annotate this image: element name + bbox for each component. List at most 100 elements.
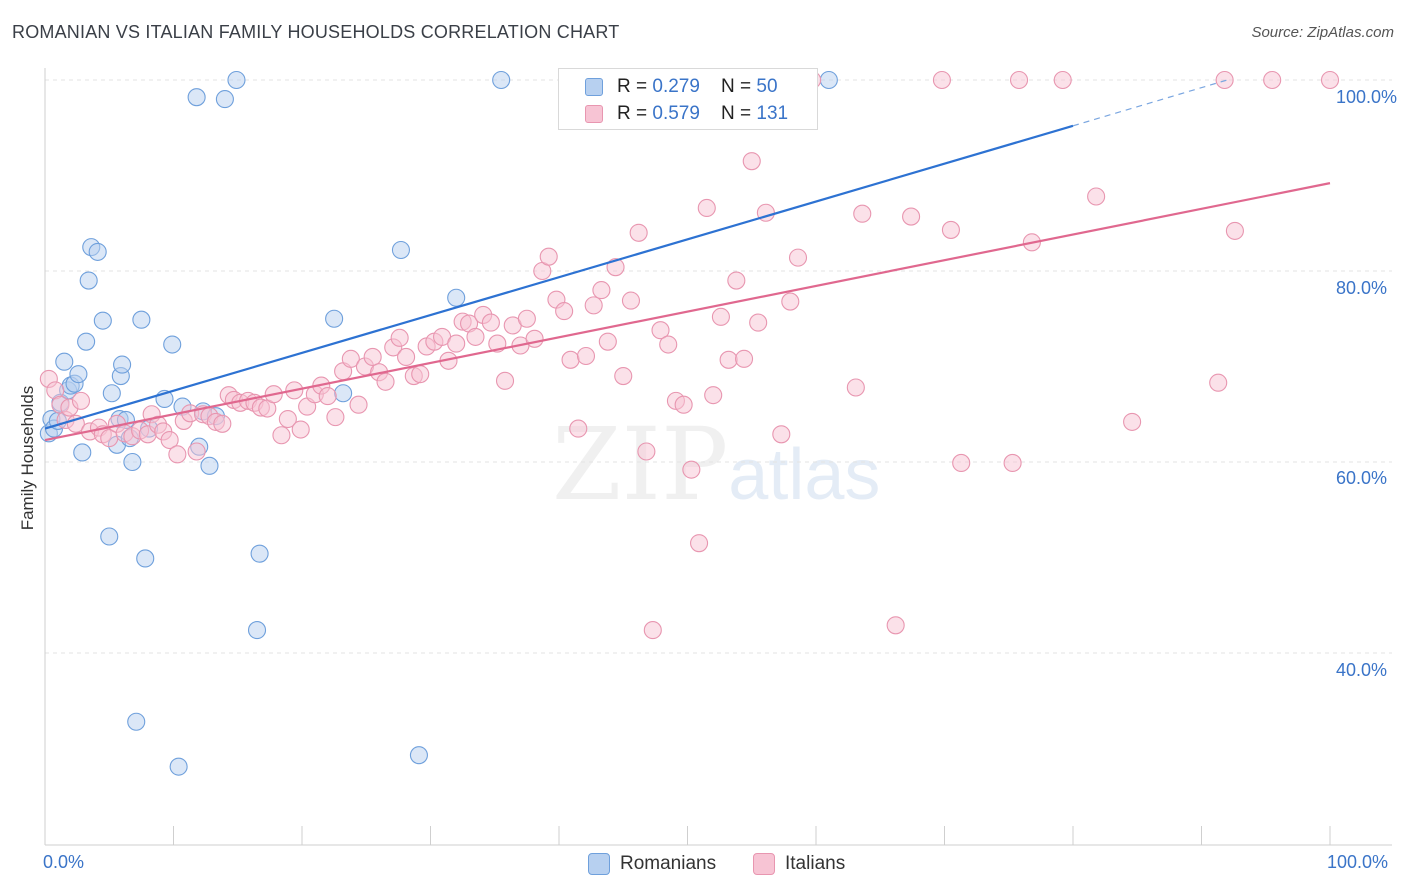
italian-point	[704, 386, 723, 405]
italian-point	[1209, 373, 1228, 392]
italian-point	[1215, 70, 1234, 90]
italian-point	[637, 442, 656, 461]
italian-point	[466, 327, 485, 346]
r-label: R =	[617, 76, 653, 97]
italian-point	[318, 387, 337, 406]
x-tick-label-min: 0.0%	[43, 852, 85, 872]
italian-point	[952, 453, 971, 473]
italian-point	[734, 349, 754, 368]
italian-point	[569, 419, 588, 438]
italian-point	[772, 425, 791, 444]
italian-point	[397, 347, 416, 367]
italian-point	[592, 281, 611, 300]
italian-point	[1263, 70, 1282, 90]
italian-point	[719, 350, 738, 369]
italian-point	[788, 248, 808, 267]
romanian-point	[247, 621, 267, 640]
italian-point	[1009, 70, 1029, 90]
grid-lines	[45, 79, 1392, 654]
correlation-legend: R = 0.279 N = 50 R = 0.579 N = 131	[558, 68, 818, 130]
italian-point	[629, 223, 648, 242]
romanian-point	[187, 88, 206, 107]
italian-point	[598, 332, 617, 351]
romanian-point	[73, 443, 92, 462]
italian-point	[213, 414, 232, 433]
romanian-point	[334, 384, 353, 403]
italian-point	[853, 204, 872, 223]
n-value: 131	[756, 103, 789, 124]
italians-legend-label: Italians	[785, 853, 846, 874]
italian-point	[495, 371, 515, 390]
italian-point	[326, 408, 345, 427]
y-tick-label-100: 100.0%	[1336, 87, 1398, 107]
romanian-point	[447, 288, 466, 307]
romanian-point	[77, 332, 96, 351]
italian-point	[411, 365, 430, 384]
italian-point	[711, 307, 730, 326]
trend-lines	[44, 79, 1331, 442]
italian-point	[1225, 221, 1244, 240]
r-label: R =	[617, 103, 653, 124]
italian-point	[1053, 70, 1072, 90]
italian-point	[187, 442, 206, 461]
italian-point	[643, 621, 662, 640]
romanian-point	[123, 452, 142, 472]
italian-point	[902, 207, 921, 226]
italians-points	[39, 70, 1340, 640]
zipatlas-watermark: ZIPatlas	[552, 406, 881, 523]
italian-point	[1123, 412, 1142, 431]
italian-point	[584, 296, 603, 315]
italian-point	[1320, 70, 1340, 90]
romanians-trend-line	[44, 124, 1074, 430]
italian-point	[651, 321, 670, 340]
italian-point	[561, 350, 580, 369]
italian-point	[71, 391, 91, 410]
italian-point	[363, 347, 382, 367]
romanian-point	[819, 70, 838, 90]
romanian-point	[100, 527, 119, 546]
italian-point	[447, 334, 466, 353]
italian-point	[525, 329, 544, 348]
axes	[44, 68, 1392, 846]
romanian-point	[113, 355, 132, 374]
romanian-point	[169, 757, 188, 776]
y-tick-label-40: 40.0%	[1336, 660, 1388, 680]
romanian-point	[55, 352, 74, 371]
italian-point	[576, 346, 596, 366]
n-label: N =	[721, 103, 757, 124]
italian-point	[341, 349, 360, 368]
romanian-point	[215, 90, 234, 109]
italian-point	[66, 414, 85, 433]
romanian-point	[325, 309, 344, 328]
italian-point	[1003, 453, 1022, 473]
italian-point	[376, 372, 395, 391]
y-tick-label-80: 80.0%	[1336, 278, 1388, 298]
italian-point	[291, 420, 310, 439]
italian-point	[168, 445, 187, 464]
chart-source: Source: ZipAtlas.com	[1251, 24, 1394, 41]
italian-point	[390, 328, 409, 347]
italian-point	[674, 395, 693, 414]
romanians-trend-extension	[1072, 79, 1228, 127]
italian-point	[697, 198, 716, 218]
romanian-point	[127, 712, 146, 731]
n-label: N =	[721, 76, 757, 97]
italian-point	[846, 378, 865, 397]
italian-point	[539, 247, 558, 266]
italian-point	[659, 335, 678, 354]
romanian-point	[250, 544, 269, 563]
romanian-point	[136, 549, 155, 568]
romanians-legend-label: Romanians	[620, 853, 717, 874]
italian-point	[690, 534, 709, 553]
romanian-point	[132, 310, 151, 329]
italians-trend-line	[44, 182, 1331, 442]
romanian-point	[227, 70, 246, 90]
italian-point	[781, 292, 800, 311]
italian-point	[682, 460, 701, 479]
romanian-point	[163, 335, 182, 354]
italian-point	[932, 70, 951, 90]
italian-point	[749, 313, 768, 332]
romanian-point	[409, 746, 428, 765]
n-value: 50	[756, 76, 778, 97]
